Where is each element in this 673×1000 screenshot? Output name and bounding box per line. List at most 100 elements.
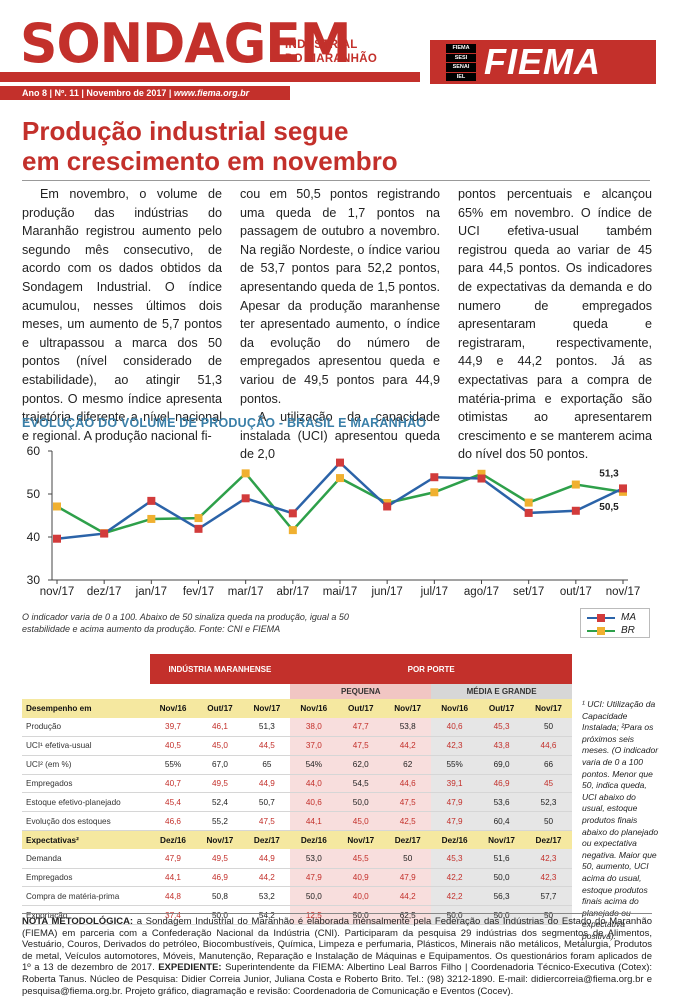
table-cell: 50 [384,849,432,869]
row-label: UCI² (em %) [22,755,150,775]
table-row: Empregados 44,1 46,9 44,2 47,9 40,9 47,9 42,2 50… [22,868,572,888]
group-industria: INDÚSTRIA MARANHENSE [149,654,291,684]
section-label: Expectativas² [22,830,150,850]
data-label-ma: 51,3 [599,468,619,479]
legend-ma-label: MA [621,612,636,623]
table-row: UCI² (em %) 55% 67,0 65 54% 62,0 62 55% 69,0 66 [22,755,572,775]
table-cell: 69,0 [478,755,526,775]
paragraph: A utilização da capacidade instalada (UC… [240,410,440,462]
table-cell: 50 [525,811,572,832]
article-body: Em novembro, o volume de produção das in… [22,185,652,461]
table-cell: 43,8 [478,736,526,756]
table-cell: 40,7 [149,774,197,794]
data-point-ma [383,502,392,511]
x-tick-label: mai/17 [323,586,358,598]
table-cell: 53,2 [243,886,291,907]
table-row: Compra de matéria-prima 44,8 50,8 53,2 50,0 4… [22,886,572,907]
row-label: Empregados [22,774,150,794]
subtitle-line-2: DO MARANHÃO [285,53,378,65]
row-label: Exportação [22,905,150,926]
table-cell: 52,4 [196,792,244,813]
table-cell: 62,5 [384,905,432,926]
site-link[interactable]: www.fiema.org.br [173,88,250,98]
paragraph: Em novembro, o volume de produção das in… [22,187,222,443]
column-header: Nov/17 [525,699,572,718]
data-point-ma [619,484,627,493]
issue-info: Ano 8 | Nº. 11 | Novembro de 2017 | [22,88,174,98]
x-tick-label: jul/17 [420,586,449,598]
masthead: SONDAGEM INDUSTRIAL DO MARANHÃO FIEMA SE… [0,0,673,105]
table-row: Evolução dos estoques 46,6 55,2 47,5 44,1 45,… [22,811,572,832]
table-cell: 44,1 [290,811,338,832]
expediente-text: Superintendente da FIEMA: Albertino Leal… [22,962,653,997]
table-row: Demanda 47,9 49,5 44,9 53,0 45,5 50 45,3 51,6 42,… [22,849,572,869]
y-tick-label: 30 [27,573,41,587]
table-cell: 42,2 [431,868,479,888]
table-cell: 50 [525,905,572,926]
column-header: Nov/16 [431,699,479,718]
table-cell: 40,9 [337,868,385,888]
masthead-rule [0,72,420,82]
x-tick-label: ago/17 [464,586,499,598]
row-label: Estoque efetivo-planejado [22,792,150,813]
headline-line-2: em crescimento em novembro [22,146,398,176]
group-porte: POR PORTE [290,654,572,684]
data-point-br [241,469,250,478]
column-header: Dez/17 [384,830,432,850]
fiema-system-stack: FIEMA SESI SENAI IEL [446,44,476,81]
table-cell: 65 [243,755,291,775]
table-cell: 39,7 [149,717,197,738]
table-cell: 37,4 [149,905,197,926]
x-tick-label: jun/17 [370,586,402,598]
table-cell: 40,6 [431,717,479,738]
column-header: Nov/17 [243,699,291,718]
chart-title: EVOLUÇÃO DO VOLUME DE PRODUÇÃO - BRASIL … [22,416,427,430]
table-cell: 60,4 [478,811,526,832]
table-row: Exportação 37,4 50,0 54,2 12,5 50,0 62,5 50,0 50… [22,905,572,926]
data-point-ma [288,509,297,518]
fiema-logo: FIEMA [484,41,601,82]
y-tick-label: 50 [27,487,41,501]
table-cell: 45,3 [431,849,479,869]
x-tick-label: mar/17 [228,586,264,598]
column-header: Out/17 [337,699,385,718]
table-cell: 51,3 [243,717,291,738]
table-cell: 42,3 [431,736,479,756]
system-senai: SENAI [446,63,476,72]
table-row: Produção 39,7 46,1 51,3 38,0 47,7 53,8 40,6 45,3… [22,717,572,738]
table-cell: 62 [384,755,432,775]
column-header: Nov/17 [337,830,385,850]
paragraph: pontos percentuais e alcançou 65% em nov… [458,187,652,462]
table-cell: 49,5 [196,849,244,869]
headline-divider [22,180,650,181]
table-cell: 12,5 [290,905,338,926]
table-cell: 44,5 [243,736,291,756]
chart-note: O indicador varia de 0 a 100. Abaixo de … [22,612,349,634]
table-cell: 42,3 [525,868,572,888]
table-cell: 50,0 [337,905,385,926]
table-cell: 47,5 [384,792,432,813]
methodology-footer: NOTA METODOLÓGICA: a Sondagem Industrial… [22,916,652,997]
data-point-ma [147,496,156,505]
data-point-br [53,502,61,511]
column-header: Nov/16 [290,699,338,718]
headline: Produção industrial segue em crescimento… [22,116,642,176]
table-cell: 44,9 [243,774,291,794]
table-cell: 50,0 [337,792,385,813]
table-cell: 47,5 [337,736,385,756]
table-cell: 53,8 [384,717,432,738]
data-point-br [336,474,344,483]
article-column-2: cou em 50,5 pontos registrando uma queda… [240,185,440,464]
y-tick-label: 40 [27,530,41,544]
column-header: Nov/17 [478,830,526,850]
table-cell: 67,0 [196,755,244,775]
table-cell: 45,0 [337,811,385,832]
issue-info-bar: Ano 8 | Nº. 11 | Novembro de 2017 | www.… [0,86,290,100]
table-cell: 40,6 [290,792,338,813]
table-cell: 47,9 [431,792,479,813]
table-cell: 46,1 [196,717,244,738]
x-tick-label: abr/17 [277,586,310,598]
headline-line-1: Produção industrial segue [22,116,349,146]
chart-canvas: 30 40 50 60 nov/17 dez/17 jan/17 fev/17 mar/17 ab… [27,444,641,598]
section-label: Desempenho em [22,699,150,718]
